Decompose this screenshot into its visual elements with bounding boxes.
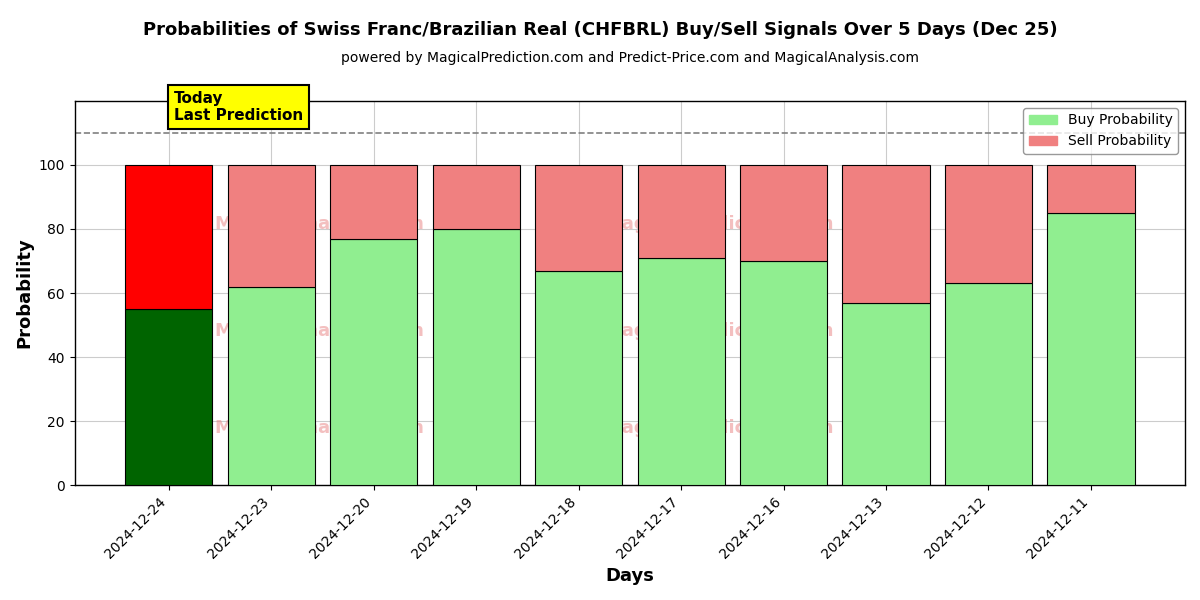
Text: MagicalAnalysis.com: MagicalAnalysis.com	[214, 419, 424, 437]
Bar	[228, 287, 314, 485]
Legend: Buy Probability, Sell Probability: Buy Probability, Sell Probability	[1024, 108, 1178, 154]
Bar	[125, 309, 212, 485]
Bar	[740, 261, 827, 485]
X-axis label: Days: Days	[605, 567, 654, 585]
Text: Probabilities of Swiss Franc/Brazilian Real (CHFBRL) Buy/Sell Signals Over 5 Day: Probabilities of Swiss Franc/Brazilian R…	[143, 21, 1057, 39]
Text: MagicalPrediction.com: MagicalPrediction.com	[604, 215, 834, 233]
Bar	[330, 165, 418, 239]
Text: MagicalPrediction.com: MagicalPrediction.com	[604, 322, 834, 340]
Bar	[637, 258, 725, 485]
Bar	[228, 165, 314, 287]
Bar	[330, 239, 418, 485]
Bar	[1048, 165, 1134, 213]
Bar	[842, 302, 930, 485]
Text: Today
Last Prediction: Today Last Prediction	[174, 91, 304, 124]
Bar	[740, 165, 827, 261]
Bar	[535, 271, 622, 485]
Bar	[944, 165, 1032, 283]
Bar	[842, 165, 930, 302]
Y-axis label: Probability: Probability	[16, 238, 34, 349]
Bar	[535, 165, 622, 271]
Text: MagicalAnalysis.com: MagicalAnalysis.com	[214, 322, 424, 340]
Title: powered by MagicalPrediction.com and Predict-Price.com and MagicalAnalysis.com: powered by MagicalPrediction.com and Pre…	[341, 51, 919, 65]
Text: MagicalAnalysis.com: MagicalAnalysis.com	[214, 215, 424, 233]
Bar	[432, 165, 520, 229]
Bar	[637, 165, 725, 258]
Text: MagicalPrediction.com: MagicalPrediction.com	[604, 419, 834, 437]
Bar	[944, 283, 1032, 485]
Bar	[432, 229, 520, 485]
Bar	[125, 165, 212, 309]
Bar	[1048, 213, 1134, 485]
